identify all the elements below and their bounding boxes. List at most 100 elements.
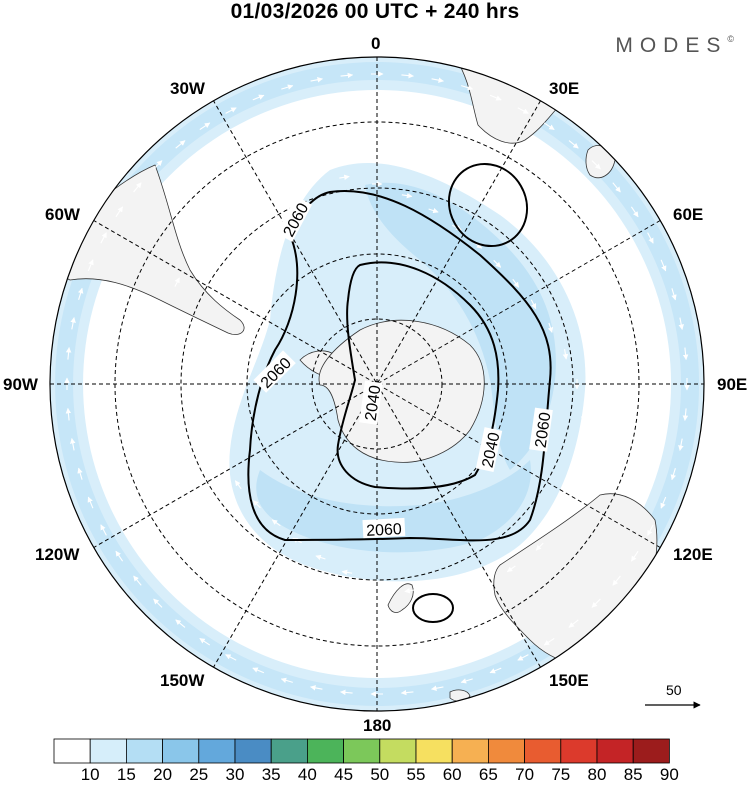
colorbar-swatch <box>632 738 670 764</box>
contour-closed-south <box>412 593 454 623</box>
colorbar-tick-label: 90 <box>659 765 679 784</box>
wind-arrow <box>153 160 163 170</box>
colorbar-swatch <box>487 738 525 764</box>
wind-arrow <box>438 588 450 594</box>
wind-arrow <box>535 542 544 551</box>
colorbar-swatch <box>596 738 634 764</box>
wind-arrow <box>473 581 484 587</box>
wind-arrow <box>252 667 265 674</box>
colorbar-tick-label: 45 <box>334 765 354 784</box>
wind-arrow <box>493 259 502 268</box>
wind-arrow <box>252 94 265 101</box>
colorbar-tick-label: 30 <box>225 765 245 784</box>
map-border <box>49 56 705 712</box>
contour-label: 2060 <box>533 411 555 449</box>
colorbar-tick-label: 75 <box>551 765 571 784</box>
wind-arrow <box>199 637 211 646</box>
wind-arrow <box>225 654 237 661</box>
meridian-label-60e: 60E <box>673 205 704 224</box>
wind-arrow <box>175 619 186 628</box>
meridian-label-120e: 120E <box>673 545 713 564</box>
wind-arrow <box>489 667 502 674</box>
meridian-label-90e: 90E <box>717 375 748 394</box>
wind-arrow <box>400 689 414 696</box>
wind-arrow <box>100 232 107 244</box>
wind-arrow <box>404 587 415 594</box>
wind-arrow <box>340 72 354 79</box>
wind-arrow <box>678 317 684 330</box>
wind-arrow <box>270 181 281 187</box>
wind-arrow <box>460 678 473 684</box>
colorbar-swatch <box>379 738 417 764</box>
colorbar-tick-label: 10 <box>80 765 100 784</box>
contour-closed-north <box>447 162 529 248</box>
wind-arrow <box>489 94 502 101</box>
colorbar-tick-label: 35 <box>261 765 281 784</box>
wind-arrow <box>547 322 554 333</box>
wind-arrow <box>630 550 639 562</box>
meridian-label-180: 180 <box>363 716 392 735</box>
wind-arrow <box>562 349 569 360</box>
colorbar-tick-label: 80 <box>587 765 607 784</box>
wind-arrow <box>612 575 621 586</box>
wind-arrow <box>174 277 180 287</box>
colorbar-swatch <box>451 738 489 764</box>
wind-arrow <box>341 569 353 576</box>
graticule <box>50 57 704 711</box>
wind-arrow <box>678 438 684 451</box>
wind-arrow <box>65 407 72 421</box>
wind-arrow <box>281 84 294 90</box>
colorbar-swatch <box>162 738 200 764</box>
meridian-label-30e: 30E <box>549 79 580 98</box>
wind-arrow <box>100 524 107 536</box>
wind-arrow <box>167 311 173 322</box>
wind-arrow <box>234 480 242 490</box>
wind-arrow <box>225 107 237 114</box>
wind-arrow <box>612 182 621 193</box>
wind-arrow <box>185 408 192 419</box>
wind-arrow <box>574 481 580 491</box>
wind-arrow <box>87 496 94 509</box>
wind-arrow <box>591 598 601 608</box>
wind-arrow <box>506 565 516 573</box>
colorbar-tick-label: 15 <box>116 765 136 784</box>
wind-arrow <box>543 637 555 646</box>
page-title: 01/03/2026 00 UTC + 240 hrs <box>230 0 520 23</box>
wind-arrow <box>543 122 555 131</box>
meridian-label-90w: 90W <box>3 375 38 394</box>
colorbar-swatch <box>343 738 381 764</box>
wind-arrow <box>238 195 248 203</box>
reference-vector-label: 50 <box>666 682 682 698</box>
wind-arrow <box>581 446 587 457</box>
wind-arrow <box>175 140 186 149</box>
wind-arrow <box>568 140 579 149</box>
wind-arrow <box>77 467 83 480</box>
jet-core-south <box>256 460 531 553</box>
wind-arrow <box>70 317 76 330</box>
wind-arrow <box>65 347 72 360</box>
colorbar-swatch <box>560 738 598 764</box>
wind-arrow <box>188 245 196 255</box>
wind-arrow <box>340 689 353 696</box>
wind-arrow <box>647 524 654 536</box>
brand-text: MODES <box>615 34 728 57</box>
wind-arrow <box>431 77 444 83</box>
colorbar-swatch <box>306 738 344 764</box>
wind-arrow <box>431 685 444 691</box>
wind-arrow <box>87 259 94 272</box>
wind-arrow <box>558 513 566 523</box>
wind-arrow <box>660 259 667 272</box>
land-tasmania <box>449 689 471 702</box>
wind-arrow <box>591 160 601 170</box>
colorbar-swatch <box>126 738 164 764</box>
wind-arrow <box>153 598 163 608</box>
contour-2040 <box>336 261 500 490</box>
wind-arrow <box>671 288 677 301</box>
colorbar-tick-label: 70 <box>515 765 535 784</box>
colorbar-swatch <box>53 738 91 764</box>
wind-arrow <box>167 345 174 357</box>
wind-arrow <box>199 122 211 131</box>
wind-arrow <box>580 411 587 423</box>
colorbar-tick-label: 65 <box>478 765 498 784</box>
wind-arrow <box>252 500 261 509</box>
